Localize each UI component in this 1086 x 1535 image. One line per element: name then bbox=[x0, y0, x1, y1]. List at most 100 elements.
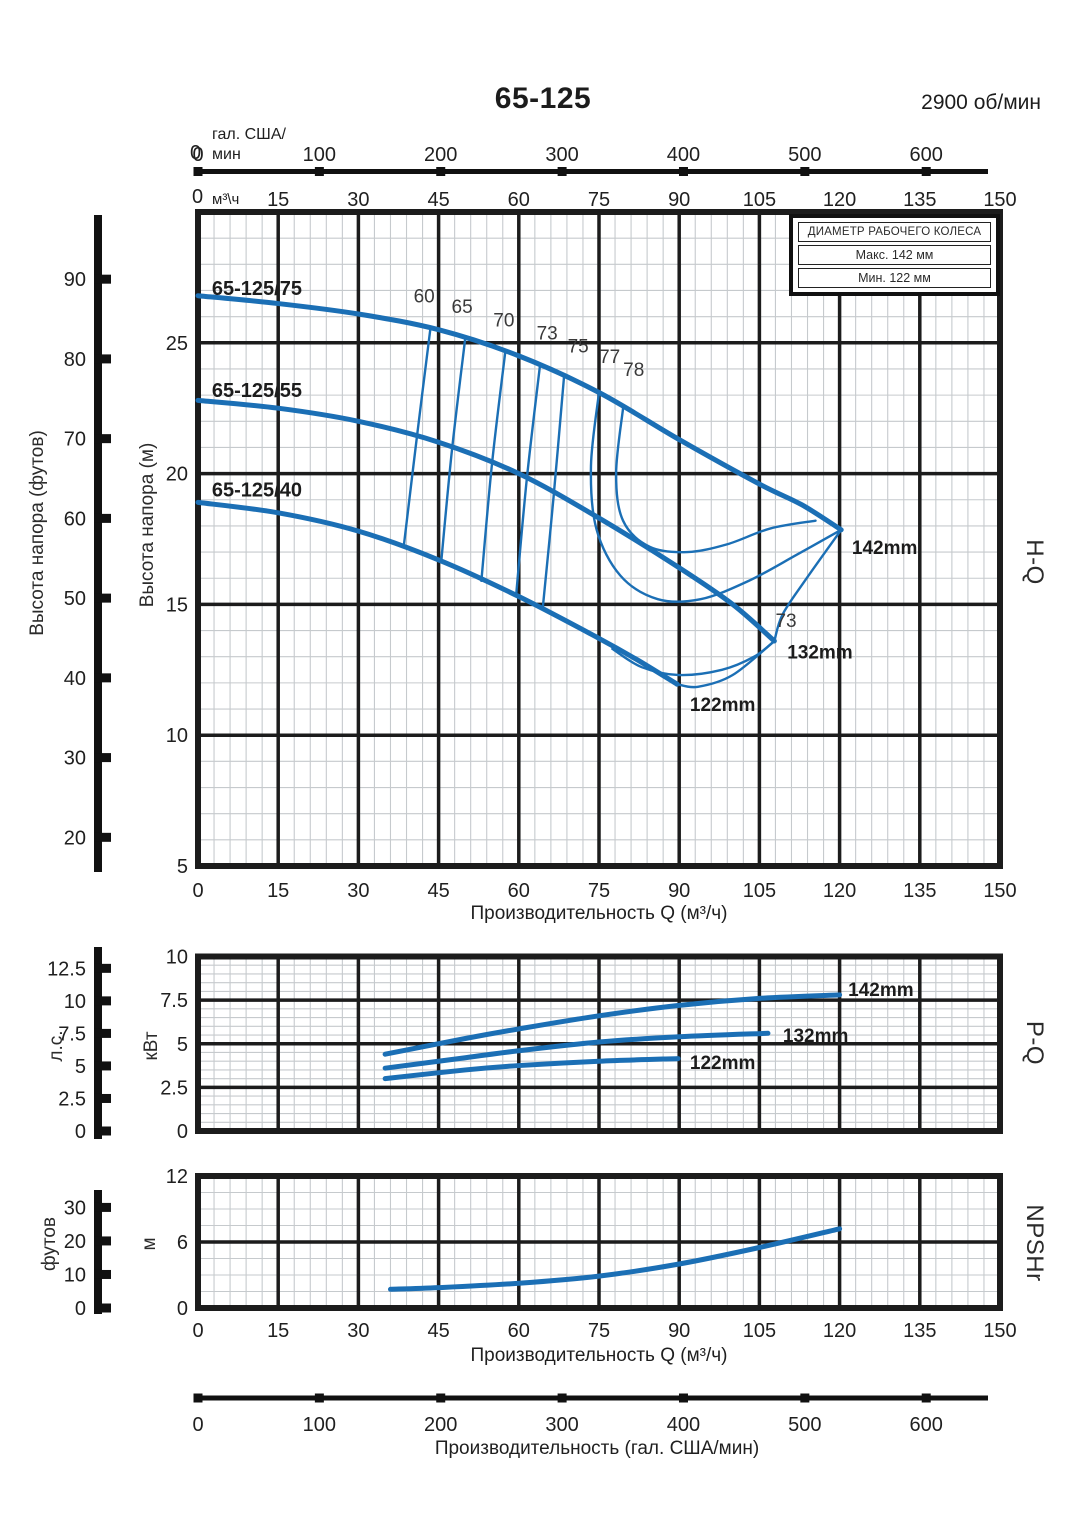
m3h-tick-label: 45 bbox=[427, 189, 449, 211]
npsh-y-axis-ft-tick-label: 0 bbox=[75, 1298, 86, 1320]
pq-grid-frame bbox=[195, 953, 1003, 1134]
m3h-tick-label: 90 bbox=[668, 189, 690, 211]
npsh-x-tick-label: 105 bbox=[743, 1320, 776, 1342]
hq-y-axis-m: 5 10 15 20 25 bbox=[166, 333, 188, 878]
hq-m-tick-label: 10 bbox=[166, 725, 188, 747]
impeller-label-132mm: 132mm bbox=[787, 642, 853, 663]
pq-curve-132mm bbox=[382, 1030, 771, 1071]
efficiency-label-60: 60 bbox=[414, 287, 435, 308]
pq-y-axis-hp-tick-label: 10 bbox=[64, 991, 86, 1013]
npsh-curves bbox=[387, 1226, 843, 1292]
hq-x-tick-label: 30 bbox=[347, 880, 369, 902]
npsh-x-tick-label: 75 bbox=[588, 1320, 610, 1342]
m3h-axis-zero: 0 bbox=[192, 186, 204, 208]
pq-ylabel-hp: л.с. bbox=[46, 1030, 67, 1062]
hq-x-tick-label: 135 bbox=[903, 880, 936, 902]
pq-curve-122mm bbox=[382, 1056, 681, 1082]
hq-ylabel-feet: Высота напора (футов) bbox=[27, 430, 48, 636]
top-gal-axis: 0 100 200 300 400 500 600 bbox=[192, 144, 988, 176]
m3h-tick-label: 120 bbox=[823, 189, 856, 211]
pq-curve-142mm bbox=[382, 992, 843, 1057]
npsh-x-tick-label: 90 bbox=[668, 1320, 690, 1342]
gal-axis-unit-line1: гал. США/ bbox=[212, 126, 286, 143]
npsh-x-tick-label: 150 bbox=[983, 1320, 1016, 1342]
hq-x-tick-label: 150 bbox=[983, 880, 1016, 902]
efficiency-envelope-2 bbox=[675, 639, 776, 689]
pq-y-axis-hp-tick-label: 5 bbox=[75, 1056, 86, 1078]
bottom-gal-axis-tick-label: 0 bbox=[192, 1414, 203, 1436]
npsh-x-tick-label: 45 bbox=[427, 1320, 449, 1342]
hq-ylabel-meters: Высота напора (м) bbox=[137, 442, 158, 608]
efficiency-label-75: 75 bbox=[568, 336, 589, 357]
pq-kw-tick-label: 0 bbox=[177, 1121, 188, 1143]
pq-kw-tick-label: 10 bbox=[166, 947, 188, 969]
hq-y-axis-ft-tick-label: 70 bbox=[64, 429, 86, 451]
efficiency-label-73: 73 bbox=[537, 323, 558, 344]
pq-impeller-label-142mm: 142mm bbox=[848, 980, 914, 1001]
pq-y-axis-hp: 0 2.5 5 7.5 10 12.5 bbox=[47, 947, 111, 1143]
hq-y-axis-ft-tick-label: 80 bbox=[64, 349, 86, 371]
m3h-tick-label: 135 bbox=[903, 189, 936, 211]
efficiency-label-77: 77 bbox=[599, 347, 620, 368]
top-gal-axis-tick-label: 300 bbox=[545, 144, 578, 166]
m3h-tick-label: 150 bbox=[983, 189, 1016, 211]
hq-y-axis-ft-tick-label: 30 bbox=[64, 748, 86, 770]
npsh-x-tick-label: 0 bbox=[192, 1320, 203, 1342]
m3h-tick-label: 60 bbox=[508, 189, 530, 211]
page-title: 65-125 bbox=[494, 82, 592, 115]
bottom-gal-axis: 0 100 200 300 400 500 600 bbox=[192, 1393, 988, 1436]
impeller-label-142mm: 142mm bbox=[852, 538, 918, 559]
legend-max-diameter: Макс. 142 мм bbox=[798, 245, 991, 265]
legend-header: ДИАМЕТР РАБОЧЕГО КОЛЕСА bbox=[798, 222, 991, 242]
hq-y-axis-ft-tick-label: 50 bbox=[64, 588, 86, 610]
top-gal-axis-tick-label: 600 bbox=[910, 144, 943, 166]
npsh-grid bbox=[195, 1173, 1003, 1311]
hq-curves: 65-125/75 142mm 65-125/55 132mm 65-125/40 122… bbox=[195, 278, 918, 716]
hq-x-tick-label: 90 bbox=[668, 880, 690, 902]
hq-y-axis-ft: 20 30 40 50 60 70 80 90 bbox=[64, 215, 111, 872]
npsh-m-tick-label: 0 bbox=[177, 1298, 188, 1320]
bottom-gal-axis-tick-label: 600 bbox=[910, 1414, 943, 1436]
m3h-tick-label: 75 bbox=[588, 189, 610, 211]
pq-side-title: P-Q bbox=[1021, 1020, 1048, 1066]
hq-x-tick-label: 45 bbox=[427, 880, 449, 902]
npsh-m-tick-label: 6 bbox=[177, 1232, 188, 1254]
m3h-tick-label: 30 bbox=[347, 189, 369, 211]
hq-y-axis-ft-tick-label: 90 bbox=[64, 269, 86, 291]
impeller-diameter-legend: ДИАМЕТР РАБОЧЕГО КОЛЕСА Макс. 142 мм Мин… bbox=[789, 214, 1000, 296]
hq-xlabel: Производительность Q (м³/ч) bbox=[470, 903, 728, 924]
curve-name-122mm: 65-125/40 bbox=[212, 479, 302, 501]
hq-x-tick-label: 0 bbox=[192, 880, 203, 902]
pq-y-axis-hp-tick-label: 2.5 bbox=[58, 1088, 86, 1110]
pq-y-axis-hp-tick-label: 7.5 bbox=[58, 1023, 86, 1045]
gal-axis-unit-line2: мин bbox=[212, 146, 241, 163]
bottom-gal-axis-tick-label: 200 bbox=[424, 1414, 457, 1436]
efficiency-line-65 bbox=[440, 336, 467, 563]
npsh-x-tick-label: 30 bbox=[347, 1320, 369, 1342]
pq-grid bbox=[195, 953, 1003, 1134]
pq-y-axis-hp-tick-label: 12.5 bbox=[47, 958, 86, 980]
npsh-x-tick-label: 135 bbox=[903, 1320, 936, 1342]
hq-m-tick-label: 25 bbox=[166, 333, 188, 355]
efficiency-label-78: 78 bbox=[623, 360, 644, 381]
gal-axis-zero: 0 bbox=[190, 142, 202, 164]
hq-curve-142mm bbox=[195, 293, 844, 533]
npsh-side-title: NPSHr bbox=[1021, 1204, 1048, 1282]
npsh-y-axis-ft: 0 10 20 30 bbox=[64, 1190, 111, 1320]
npsh-x-tick-label: 120 bbox=[823, 1320, 856, 1342]
top-gal-axis-tick-label: 200 bbox=[424, 144, 457, 166]
legend-min-diameter: Мин. 122 мм bbox=[798, 268, 991, 288]
hq-side-title: H-Q bbox=[1021, 539, 1048, 585]
bottom-gal-axis-tick-label: 300 bbox=[545, 1414, 578, 1436]
hq-x-tick-label: 105 bbox=[743, 880, 776, 902]
hq-x-tick-label: 60 bbox=[508, 880, 530, 902]
bottom-gal-axis-tick-label: 100 bbox=[303, 1414, 336, 1436]
hq-m-tick-label: 20 bbox=[166, 464, 188, 486]
hq-y-axis-ft-tick-label: 40 bbox=[64, 668, 86, 690]
pq-impeller-label-132mm: 132mm bbox=[783, 1026, 849, 1047]
npsh-y-axis-ft-tick-label: 30 bbox=[64, 1197, 86, 1219]
top-gal-axis-tick-label: 400 bbox=[667, 144, 700, 166]
